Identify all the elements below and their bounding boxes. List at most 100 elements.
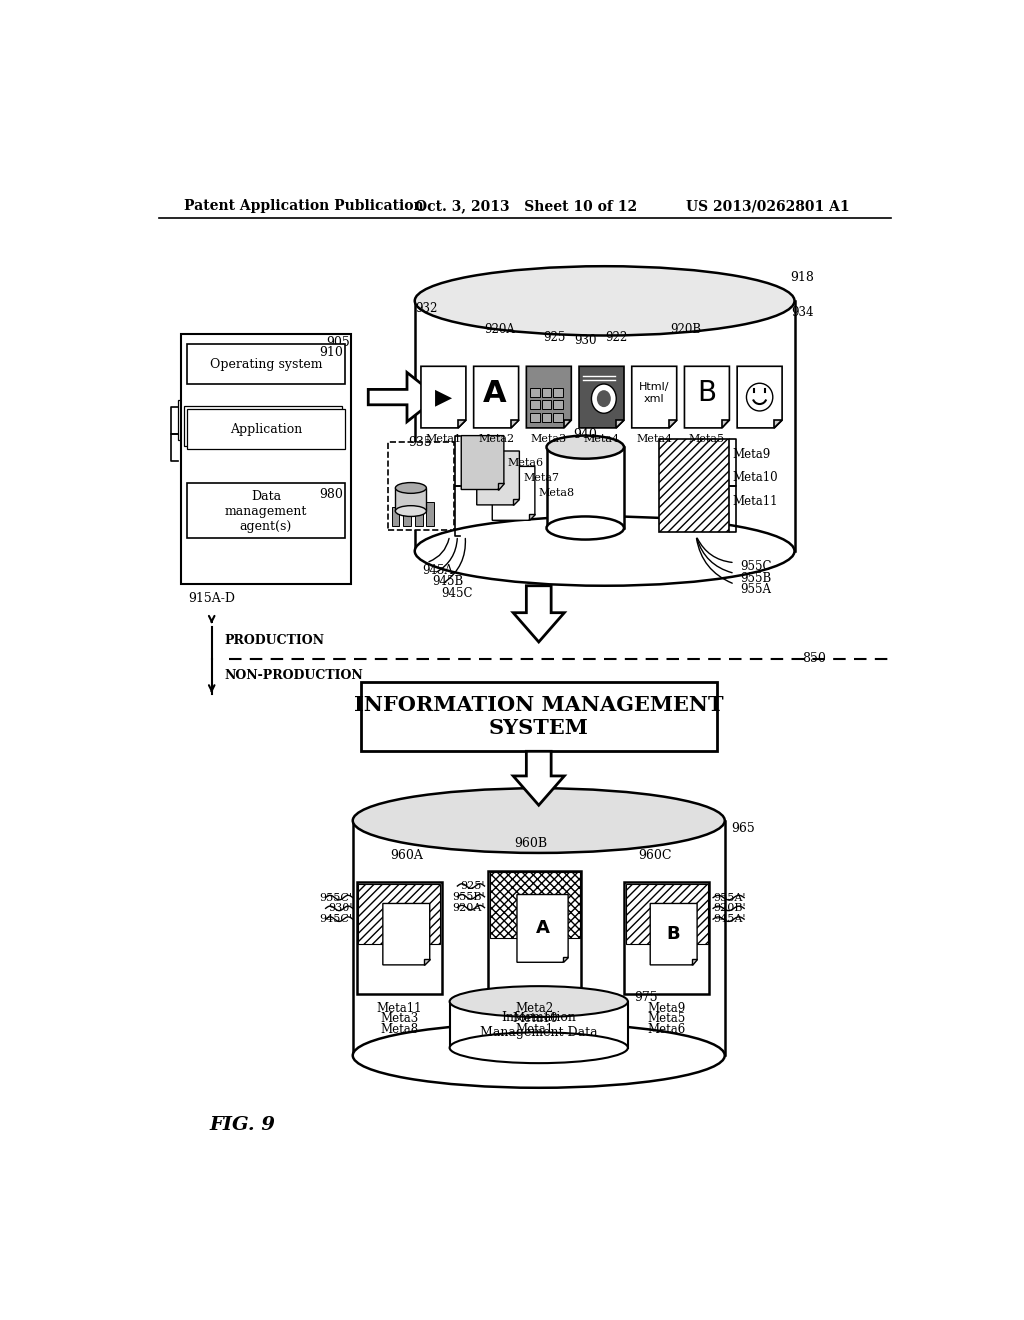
Text: Meta10: Meta10: [732, 471, 778, 484]
FancyBboxPatch shape: [187, 409, 345, 449]
Text: 920A: 920A: [484, 323, 515, 335]
Text: Meta6: Meta6: [647, 1023, 686, 1036]
Text: 975: 975: [634, 991, 657, 1005]
Ellipse shape: [415, 516, 795, 586]
FancyBboxPatch shape: [489, 873, 580, 939]
Text: Oct. 3, 2013   Sheet 10 of 12: Oct. 3, 2013 Sheet 10 of 12: [415, 199, 637, 213]
Text: PRODUCTION: PRODUCTION: [225, 634, 325, 647]
Text: Meta9: Meta9: [732, 449, 771, 462]
Ellipse shape: [746, 383, 773, 411]
Text: Data
management
agent(s): Data management agent(s): [224, 490, 307, 532]
FancyBboxPatch shape: [177, 400, 336, 441]
Polygon shape: [563, 957, 568, 962]
Text: Meta5: Meta5: [647, 1012, 686, 1026]
Text: 945A: 945A: [423, 564, 454, 577]
FancyBboxPatch shape: [542, 412, 551, 422]
Text: Meta8: Meta8: [380, 1023, 419, 1036]
Text: 945C': 945C': [319, 915, 352, 924]
Text: Meta4: Meta4: [636, 434, 673, 444]
Polygon shape: [691, 960, 697, 965]
Polygon shape: [450, 1002, 628, 1048]
FancyBboxPatch shape: [183, 407, 342, 446]
Text: Meta1: Meta1: [425, 434, 462, 444]
Polygon shape: [474, 367, 518, 428]
Polygon shape: [461, 436, 504, 490]
Ellipse shape: [352, 1023, 725, 1088]
Polygon shape: [528, 515, 535, 520]
Text: US 2013/0262801 A1: US 2013/0262801 A1: [686, 199, 850, 213]
Text: 910: 910: [319, 346, 343, 359]
FancyBboxPatch shape: [388, 442, 454, 531]
Polygon shape: [383, 903, 430, 965]
Text: 920A': 920A': [452, 903, 484, 912]
Ellipse shape: [395, 483, 426, 494]
Text: 955B: 955B: [740, 572, 771, 585]
Polygon shape: [517, 895, 568, 962]
Text: 960A: 960A: [390, 849, 424, 862]
Text: 945A': 945A': [713, 915, 745, 924]
FancyBboxPatch shape: [530, 400, 540, 409]
Ellipse shape: [415, 267, 795, 335]
Text: 955A: 955A: [740, 583, 771, 597]
Polygon shape: [513, 751, 564, 805]
Ellipse shape: [450, 986, 628, 1016]
Text: Meta5: Meta5: [689, 434, 725, 444]
Ellipse shape: [352, 788, 725, 853]
Text: 940: 940: [573, 428, 597, 441]
Text: 922: 922: [605, 330, 628, 343]
FancyBboxPatch shape: [180, 334, 351, 585]
FancyBboxPatch shape: [542, 388, 551, 397]
Text: 945C: 945C: [441, 587, 473, 601]
Text: 960C: 960C: [638, 849, 672, 862]
Text: Meta3: Meta3: [530, 434, 567, 444]
Polygon shape: [424, 960, 430, 965]
Text: Meta2: Meta2: [516, 1002, 554, 1015]
Text: Meta3: Meta3: [380, 1012, 419, 1026]
Text: 918: 918: [791, 271, 814, 284]
Text: Meta7: Meta7: [523, 473, 559, 483]
Text: 930: 930: [574, 334, 597, 347]
FancyBboxPatch shape: [403, 498, 411, 527]
Polygon shape: [513, 499, 519, 506]
Text: B: B: [667, 925, 681, 944]
FancyBboxPatch shape: [554, 412, 563, 422]
Text: FIG. 9: FIG. 9: [209, 1115, 275, 1134]
Text: Meta4: Meta4: [584, 434, 620, 444]
Polygon shape: [415, 301, 795, 552]
FancyBboxPatch shape: [554, 388, 563, 397]
Text: Patent Application Publication: Patent Application Publication: [183, 199, 424, 213]
Text: 934: 934: [791, 306, 813, 319]
Ellipse shape: [395, 506, 426, 516]
FancyBboxPatch shape: [358, 884, 440, 944]
Text: 932: 932: [415, 302, 437, 315]
Polygon shape: [632, 367, 677, 428]
Text: 920B': 920B': [713, 903, 745, 913]
Ellipse shape: [597, 391, 611, 407]
FancyBboxPatch shape: [187, 483, 345, 539]
Text: 945B: 945B: [432, 576, 463, 589]
FancyBboxPatch shape: [530, 388, 540, 397]
Text: Meta9: Meta9: [647, 1002, 686, 1015]
FancyBboxPatch shape: [187, 345, 345, 384]
FancyBboxPatch shape: [360, 682, 717, 751]
Text: 905: 905: [326, 335, 349, 348]
Text: 850: 850: [802, 652, 826, 665]
Polygon shape: [547, 447, 624, 528]
Text: A: A: [482, 379, 507, 408]
Text: 955C: 955C: [740, 560, 772, 573]
Text: 965: 965: [731, 822, 755, 834]
Polygon shape: [513, 586, 564, 642]
Text: 960B: 960B: [514, 837, 548, 850]
Text: B: B: [697, 379, 717, 408]
Polygon shape: [352, 821, 725, 1056]
FancyBboxPatch shape: [391, 507, 399, 527]
Polygon shape: [722, 420, 729, 428]
Polygon shape: [737, 367, 782, 428]
Text: Operating system: Operating system: [210, 358, 323, 371]
FancyBboxPatch shape: [356, 882, 442, 994]
Polygon shape: [774, 420, 782, 428]
Polygon shape: [498, 483, 504, 490]
Ellipse shape: [547, 516, 624, 540]
Text: Meta6: Meta6: [508, 458, 544, 467]
Text: Meta1: Meta1: [516, 1023, 554, 1036]
